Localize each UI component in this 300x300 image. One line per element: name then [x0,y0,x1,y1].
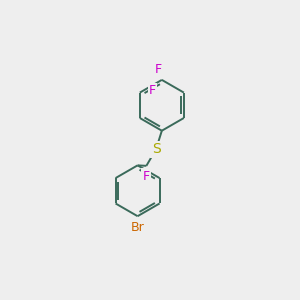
Text: F: F [149,84,156,97]
Text: F: F [155,63,162,76]
Text: F: F [142,170,150,183]
Text: S: S [152,142,161,156]
Text: Br: Br [131,221,145,234]
